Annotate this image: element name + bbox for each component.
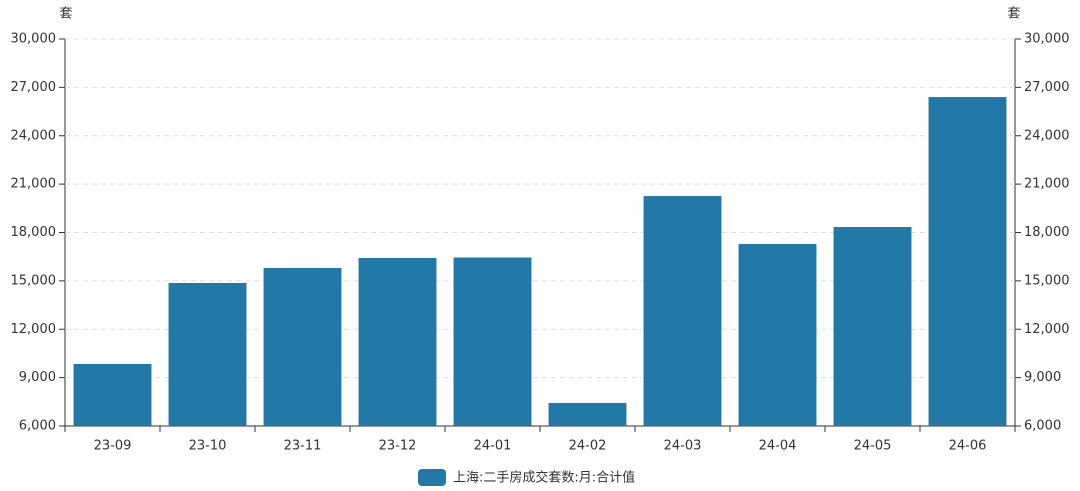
y2-unit: 套 <box>1007 6 1020 22</box>
y-tick-label: 12,000 <box>11 322 57 337</box>
x-tick-label: 24-06 <box>949 439 987 454</box>
bar <box>833 227 912 426</box>
x-tick-label: 24-03 <box>664 439 702 454</box>
bar <box>453 257 532 426</box>
x-tick-label: 24-05 <box>854 439 892 454</box>
y-tick-label: 9,000 <box>19 370 56 385</box>
bar <box>643 196 722 426</box>
y2-tick-label: 30,000 <box>1024 32 1070 47</box>
y2-tick-label: 15,000 <box>1024 273 1070 288</box>
y-tick-label: 24,000 <box>11 128 57 143</box>
y-tick-label: 6,000 <box>19 419 56 434</box>
bar <box>168 282 247 426</box>
y-tick-label: 21,000 <box>11 177 57 192</box>
x-tick-label: 23-12 <box>379 439 417 454</box>
y2-tick-label: 6,000 <box>1024 419 1061 434</box>
x-tick-label: 24-02 <box>569 439 607 454</box>
bar <box>548 402 627 426</box>
y-unit: 套 <box>59 6 72 22</box>
y2-tick-label: 12,000 <box>1024 322 1070 337</box>
y2-tick-label: 27,000 <box>1024 80 1070 95</box>
legend-label: 上海:二手房成交套数:月:合计值 <box>453 470 635 486</box>
x-tick-label: 24-01 <box>474 439 512 454</box>
y-tick-label: 15,000 <box>11 273 57 288</box>
x-tick-label: 24-04 <box>759 439 797 454</box>
bar <box>738 243 817 426</box>
bar <box>263 267 342 426</box>
y-tick-label: 18,000 <box>11 225 57 240</box>
bar <box>73 363 152 426</box>
y2-tick-label: 24,000 <box>1024 128 1070 143</box>
x-tick-label: 23-11 <box>284 439 322 454</box>
y2-tick-label: 21,000 <box>1024 177 1070 192</box>
bar <box>358 257 437 426</box>
bar <box>928 97 1007 427</box>
x-tick-label: 23-09 <box>94 439 132 454</box>
y-tick-label: 30,000 <box>11 32 57 47</box>
y2-tick-label: 9,000 <box>1024 370 1061 385</box>
x-tick-label: 23-10 <box>189 439 227 454</box>
y-tick-label: 27,000 <box>11 80 57 95</box>
y2-tick-label: 18,000 <box>1024 225 1070 240</box>
legend-swatch <box>418 469 446 486</box>
